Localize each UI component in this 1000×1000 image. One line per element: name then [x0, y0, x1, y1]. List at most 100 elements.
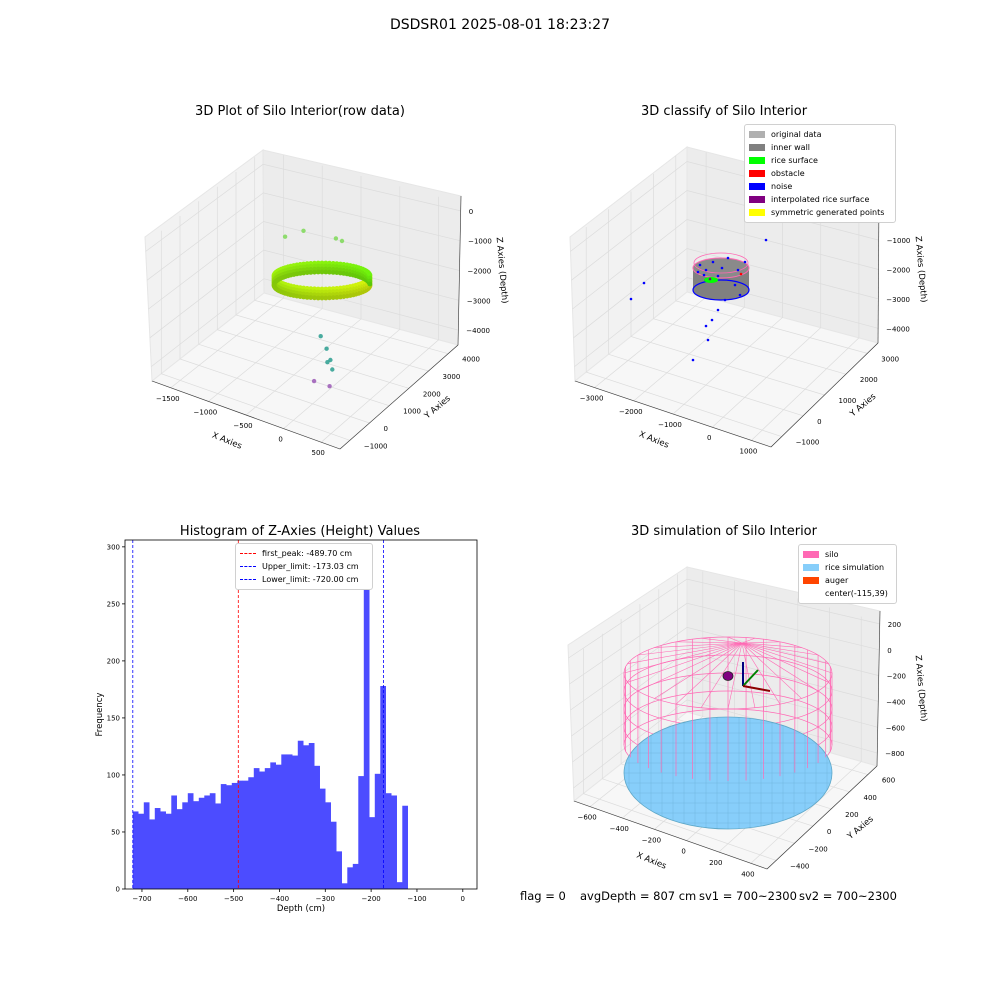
surface-point [301, 270, 306, 276]
legend-entry: symmetric generated points [749, 206, 891, 219]
x-tick-label: −3000 [580, 395, 604, 403]
legend-entry: silo [803, 548, 892, 561]
sv2-text: sv2 = 700~2300 [799, 889, 897, 903]
silo-roof-wire [700, 642, 743, 708]
legend-swatch [803, 577, 819, 584]
panel1-plot: −1500 −1000 −500 0 500 −1000 0 1000 2000 3000 4000… [144, 149, 510, 457]
z-tick-label: −400 [886, 698, 905, 706]
histogram-bar [336, 851, 342, 889]
noise-point [736, 268, 740, 272]
z-axis-line [876, 610, 881, 767]
x-tick-label: −200 [362, 895, 381, 903]
legend-label: center(-115,39) [825, 589, 888, 598]
histogram-bar [193, 801, 199, 889]
histogram-bar [402, 805, 408, 889]
y-tick-label: 0 [817, 418, 821, 426]
histogram-bar [176, 809, 183, 889]
y-gridline [235, 172, 429, 372]
legend-label: auger [825, 576, 849, 585]
legend-label: silo [825, 550, 839, 559]
y-tick-label: 600 [882, 777, 895, 785]
y-gridline [653, 173, 846, 375]
y-tick-label: 250 [107, 600, 120, 608]
noise-point [764, 238, 768, 242]
legend-swatch [749, 183, 765, 190]
y-tick-label: 400 [864, 794, 877, 802]
legend-swatch [749, 196, 765, 203]
histogram-bar [253, 768, 260, 889]
legend-swatch [749, 131, 765, 138]
x-tick-label: −600 [178, 895, 197, 903]
z-gridline [151, 278, 459, 367]
noise-point [738, 293, 742, 297]
z-gridline [569, 602, 880, 685]
silo-roof-wire [741, 641, 781, 644]
panel2-title: 3D classify of Silo Interior [640, 104, 808, 119]
x-gridline [283, 186, 401, 429]
silo-roof-wire [741, 642, 756, 708]
x-tick-label: −600 [577, 814, 596, 822]
histogram-bar [385, 793, 392, 889]
noise-point [726, 256, 730, 260]
data-point [324, 346, 329, 351]
y-tick-label: 0 [384, 425, 388, 433]
noise-point [706, 338, 710, 342]
histogram-bar [259, 771, 265, 889]
legend-entry: rice surface [749, 154, 891, 167]
x-tick-label: −300 [316, 895, 335, 903]
x-axis-line [574, 380, 772, 448]
surface-point [334, 295, 340, 300]
x-gridline [245, 176, 362, 416]
legend-entry: interpolated rice surface [749, 193, 891, 206]
silo-roof-wire [654, 642, 743, 699]
x-tick-label: 0 [461, 895, 465, 903]
silo-roof-wire [741, 642, 802, 699]
legend-swatch [803, 590, 819, 597]
silo-roof-wire [727, 636, 743, 644]
legend-label: rice simulation [825, 563, 885, 572]
z-tick-label: −1000 [887, 237, 911, 245]
surface-point [308, 295, 314, 300]
x-gridline [320, 196, 439, 443]
figure-title: DSDSR01 2025-08-01 18:23:27 [389, 17, 610, 33]
silo-roof-wire [627, 642, 743, 664]
noise-point [716, 274, 720, 278]
surface-point [315, 269, 321, 275]
y-tick-label: 0 [827, 828, 831, 836]
silo-roof-wire [627, 642, 743, 683]
histogram-bar [231, 782, 238, 889]
histogram-bar [198, 797, 205, 889]
noise-point [711, 260, 715, 264]
z-tick-label: −3000 [886, 296, 910, 304]
histogram-bar [275, 764, 282, 889]
histogram-bar [314, 765, 320, 889]
z-tick-label: −600 [886, 724, 905, 732]
histogram-bar [396, 882, 403, 889]
surface-point [312, 269, 317, 275]
x-tick-label: −700 [132, 895, 151, 903]
legend-entry: original data [749, 128, 891, 141]
histogram-legend: first_peak: -489.70 cm Upper_limit: -173.… [235, 543, 373, 590]
surface-point [330, 270, 336, 275]
y-axis-label: Frequency [95, 693, 105, 737]
histogram-bar [325, 802, 331, 889]
histogram-bar [154, 808, 161, 889]
panel4-title: 3D simulation of Silo Interior [631, 524, 817, 539]
data-point [327, 384, 332, 389]
y-tick-label: 150 [107, 714, 120, 722]
data-point [325, 360, 330, 365]
z-axis-label: Z Axies (Depth) [494, 237, 510, 304]
histogram-bar [264, 768, 271, 889]
y-tick-label: 3000 [881, 355, 899, 363]
x-tick-label: −1500 [156, 395, 180, 403]
histogram-bar [182, 802, 188, 889]
surface-point [323, 295, 329, 301]
z-gridline [568, 578, 880, 659]
z-gridline [149, 249, 459, 339]
z-axis-label: Z Axies (Depth) [913, 236, 929, 303]
y-tick-label: −1000 [364, 442, 388, 450]
histogram-bar [248, 777, 254, 889]
z-tick-label: −200 [887, 673, 906, 681]
surface-point [304, 295, 310, 300]
